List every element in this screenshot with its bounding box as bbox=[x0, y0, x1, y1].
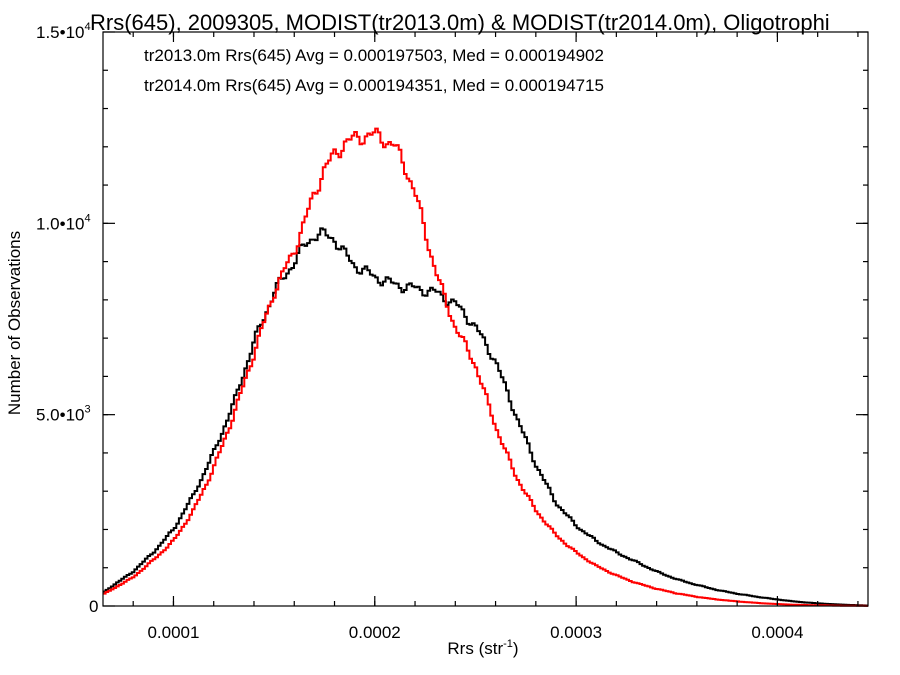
plot-frame bbox=[102, 31, 869, 607]
x-tick-label: 0.0003 bbox=[550, 623, 602, 642]
legend-entry-tr2013: tr2013.0m Rrs(645) Avg = 0.000197503, Me… bbox=[144, 46, 604, 65]
y-tick-mantissa: 1.0•10 bbox=[36, 214, 85, 233]
x-axis-label: Rrs (str-1) bbox=[447, 638, 518, 658]
y-tick-exponent: 4 bbox=[85, 21, 91, 33]
x-tick-label: 0.0001 bbox=[147, 623, 199, 642]
series-line-tr2013.0m bbox=[103, 227, 869, 607]
y-tick-exponent: 4 bbox=[85, 212, 91, 224]
ticks-layer: 0.0001 0.0002 0.0003 0.000405.0•1031.0•1041… bbox=[36, 21, 868, 642]
series-line-tr2014.0m bbox=[103, 127, 868, 607]
x-tick-label: 0.0004 bbox=[751, 623, 803, 642]
x-axis-label-exponent: -1 bbox=[503, 638, 513, 650]
y-tick-mantissa: 5.0•10 bbox=[36, 406, 85, 425]
series-layer bbox=[103, 127, 869, 607]
x-axis-label-main: Rrs (str bbox=[447, 639, 503, 658]
y-tick-label: 0 bbox=[89, 597, 98, 616]
legend: tr2013.0m Rrs(645) Avg = 0.000197503, Me… bbox=[144, 46, 604, 95]
y-tick-mantissa: 1.5•10 bbox=[36, 23, 85, 42]
x-axis-label-tail: ) bbox=[513, 639, 519, 658]
legend-entry-tr2014: tr2014.0m Rrs(645) Avg = 0.000194351, Me… bbox=[144, 76, 604, 95]
y-tick-label: 5.0•103 bbox=[36, 404, 91, 425]
y-tick-exponent: 3 bbox=[85, 404, 91, 416]
x-tick-label: 0.0002 bbox=[349, 623, 401, 642]
y-axis-label: Number of Observations bbox=[5, 231, 24, 415]
y-tick-label: 1.5•104 bbox=[36, 21, 91, 42]
y-tick-label: 1.0•104 bbox=[36, 212, 91, 233]
chart-title: Rrs(645), 2009305, MODIST(tr2013.0m) & M… bbox=[90, 10, 830, 35]
